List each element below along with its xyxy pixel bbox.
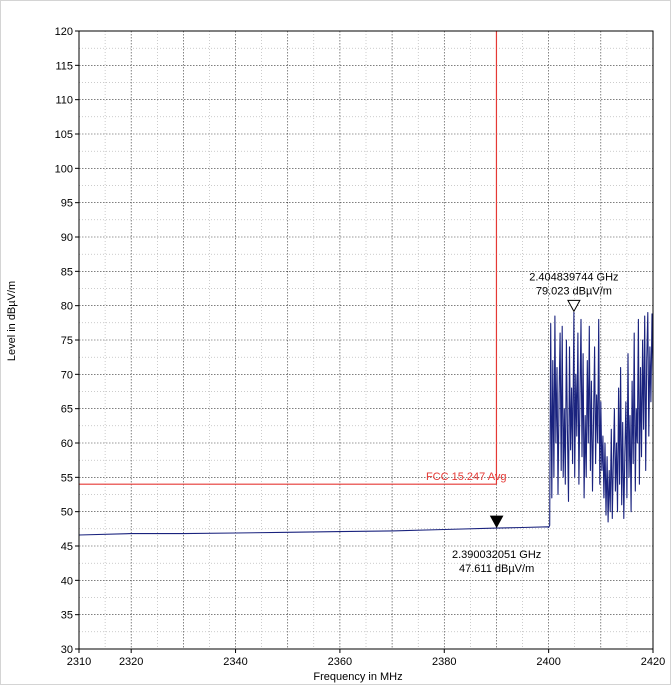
limit-line-label: FCC 15.247 Avg bbox=[426, 471, 507, 483]
y-tick-label: 75 bbox=[61, 335, 73, 347]
y-tick-label: 40 bbox=[61, 575, 73, 587]
marker-group: 2.390032051 GHz 47.611 dBµV/m 2.404839744 … bbox=[452, 271, 619, 575]
x-tick-label: 2320 bbox=[119, 656, 143, 668]
y-tick-label: 90 bbox=[61, 232, 73, 244]
y-tick-label: 35 bbox=[61, 610, 73, 622]
y-tick-label: 70 bbox=[61, 369, 73, 381]
x-axis-title: Frequency in MHz bbox=[313, 671, 402, 683]
x-tick-label: 2340 bbox=[223, 656, 247, 668]
y-tick-label: 80 bbox=[61, 301, 73, 313]
x-tick-label: 2400 bbox=[536, 656, 560, 668]
spectrum-trace bbox=[78, 311, 654, 536]
y-tick-label: 45 bbox=[61, 541, 73, 553]
marker-level-label: 47.611 dBµV/m bbox=[459, 563, 534, 575]
axes: 30 35 40 45 50 55 60 65 70 75 80 85 90 95 100 105 110 115… bbox=[55, 26, 666, 668]
x-tick-label: 2380 bbox=[432, 656, 456, 668]
limit-line-group: FCC 15.247 Avg bbox=[79, 31, 507, 485]
y-tick-label: 120 bbox=[55, 26, 73, 38]
y-tick-label: 100 bbox=[55, 163, 73, 175]
marker-triangle-open bbox=[567, 299, 581, 313]
marker-triangle-filled bbox=[489, 515, 504, 529]
y-tick-label: 50 bbox=[61, 507, 73, 519]
y-axis-title: Level in dBµV/m bbox=[6, 281, 18, 361]
marker-level-label: 79.023 dBµV/m bbox=[536, 285, 612, 297]
marker-frequency-label: 2.390032051 GHz bbox=[452, 549, 541, 561]
x-tick-label: 2310 bbox=[67, 656, 91, 668]
y-tick-label: 85 bbox=[61, 266, 73, 278]
y-tick-label: 55 bbox=[61, 472, 73, 484]
y-tick-label: 105 bbox=[55, 129, 73, 141]
marker-frequency-label: 2.404839744 GHz bbox=[529, 271, 618, 283]
x-tick-label: 2360 bbox=[328, 656, 352, 668]
y-tick-label: 30 bbox=[61, 644, 73, 656]
y-tick-label: 65 bbox=[61, 404, 73, 416]
y-tick-label: 115 bbox=[55, 60, 73, 72]
trace-group bbox=[78, 311, 654, 536]
y-tick-label: 60 bbox=[61, 438, 73, 450]
y-tick-label: 95 bbox=[61, 198, 73, 210]
x-tick-label: 2420 bbox=[641, 656, 665, 668]
y-tick-label: 110 bbox=[55, 95, 73, 107]
